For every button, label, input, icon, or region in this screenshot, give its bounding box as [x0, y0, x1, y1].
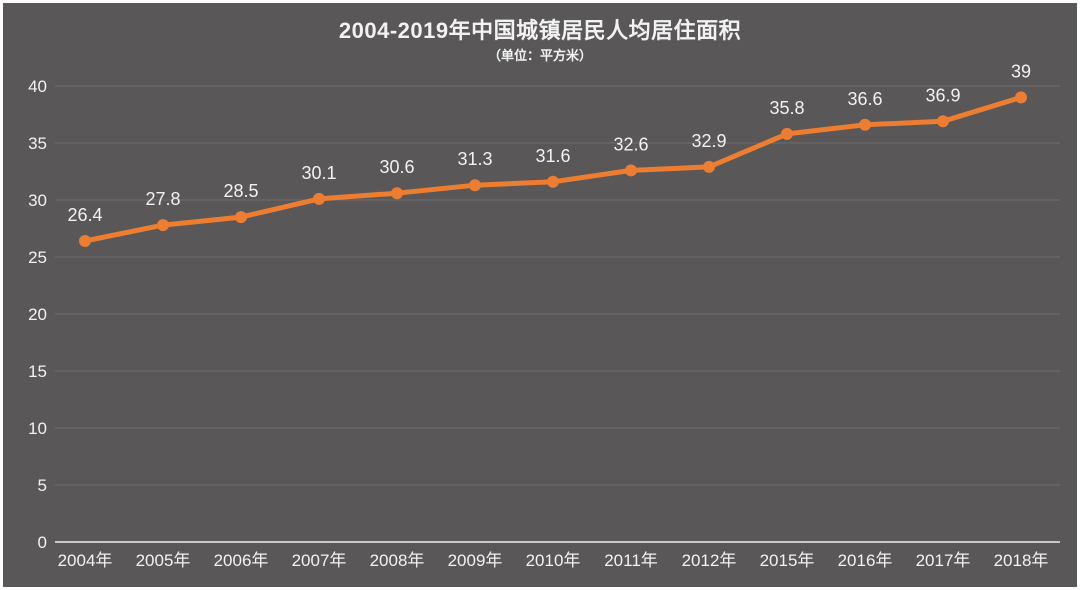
x-tick-label: 2004年: [58, 551, 113, 570]
x-tick-label: 2005年: [136, 551, 191, 570]
data-point: [625, 164, 637, 177]
data-label: 36.6: [847, 89, 882, 109]
data-point: [79, 235, 91, 247]
data-point: [157, 219, 169, 232]
data-label: 27.8: [145, 189, 180, 209]
data-label: 30.1: [301, 163, 336, 183]
x-tick-label: 2012年: [682, 551, 737, 570]
data-label: 31.6: [535, 146, 570, 166]
data-label: 39: [1011, 61, 1031, 81]
y-tick-label: 15: [28, 362, 47, 381]
data-label: 28.5: [223, 181, 258, 201]
x-tick-label: 2011年: [604, 551, 658, 570]
data-point: [781, 127, 793, 140]
x-tick-label: 2018年: [994, 551, 1049, 570]
data-point: [235, 211, 247, 224]
x-tick-label: 2006年: [214, 551, 269, 570]
data-point: [547, 175, 559, 188]
y-tick-label: 10: [28, 419, 47, 438]
data-point: [1015, 91, 1027, 104]
data-point: [937, 115, 949, 128]
data-point: [859, 118, 871, 131]
y-tick-label: 30: [28, 191, 47, 210]
data-label: 26.4: [67, 205, 102, 225]
x-tick-label: 2015年: [760, 551, 815, 570]
x-tick-label: 2008年: [370, 551, 425, 570]
data-label: 31.3: [457, 149, 492, 169]
y-tick-label: 0: [38, 533, 47, 552]
x-tick-label: 2010年: [526, 551, 581, 570]
x-tick-label: 2017年: [916, 551, 971, 570]
data-label: 36.9: [925, 85, 960, 105]
y-tick-label: 40: [28, 77, 47, 96]
data-point: [703, 160, 715, 173]
data-point: [391, 187, 403, 200]
data-label: 32.6: [613, 134, 648, 154]
x-tick-label: 2007年: [292, 551, 347, 570]
y-tick-label: 35: [28, 134, 47, 153]
chart-title: 2004-2019年中国城镇居民人均居住面积: [338, 18, 742, 43]
trend-line: [82, 94, 1024, 244]
data-label: 32.9: [691, 131, 726, 151]
data-point: [313, 192, 325, 205]
line-chart-canvas: 0 5 10 15 20 25 30 35 40 2004年 2005年 2006年 2007年 2008…: [28, 61, 1060, 570]
data-point: [469, 179, 481, 192]
y-tick-label: 5: [38, 476, 47, 495]
y-tick-label: 20: [28, 305, 47, 324]
x-tick-label: 2016年: [838, 551, 893, 570]
data-label: 35.8: [769, 98, 804, 118]
x-tick-label: 2009年: [448, 551, 503, 570]
chart-subtitle: （单位：平方米）: [487, 48, 592, 63]
y-tick-label: 25: [28, 248, 47, 267]
data-label: 30.6: [379, 157, 414, 177]
